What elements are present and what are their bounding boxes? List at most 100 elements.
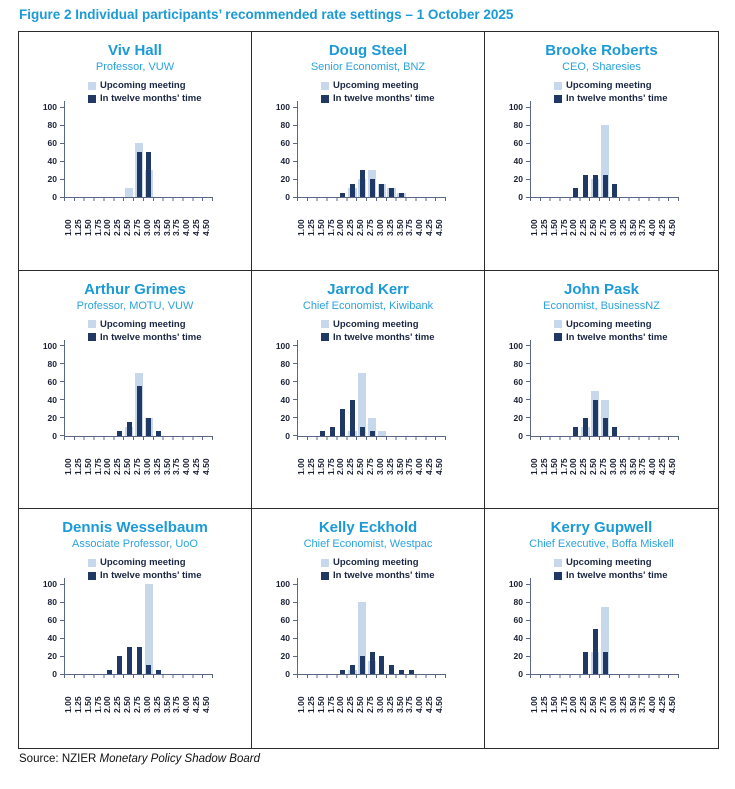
bar-twelve-months-1.50 — [320, 431, 326, 436]
bar-twelve-months-2.00 — [106, 669, 112, 675]
bar-upcoming-meeting-2.75 — [600, 606, 610, 675]
y-axis-tick-mark — [526, 619, 530, 621]
participant-name: Dennis Wesselbaum — [62, 519, 208, 537]
bar-twelve-months-2.25 — [349, 183, 355, 197]
legend-upcoming-label: Upcoming meeting — [100, 557, 186, 569]
y-axis-tick-label: 100 — [508, 340, 523, 351]
y-axis-tick-mark — [293, 160, 297, 162]
participant-role: Chief Economist, Westpac — [303, 538, 433, 551]
upcoming-meeting-swatch-icon — [88, 558, 96, 567]
bar-twelve-months-2.50 — [359, 426, 365, 436]
upcoming-meeting-swatch-icon — [554, 320, 562, 329]
x-axis-tick-label: 4.50 — [201, 696, 212, 714]
participant-panel-6: John Pask Economist, BusinessNZ Upcoming… — [485, 271, 718, 510]
y-axis-tick-label: 40 — [280, 633, 290, 644]
participant-role: Professor, VUW — [95, 61, 175, 73]
y-axis-tick-label: 80 — [513, 120, 523, 130]
participant-role: Associate Professor, UoO — [72, 538, 198, 551]
rate-chart: Upcoming meeting In twelve months' time … — [19, 556, 251, 724]
bar-twelve-months-3.00 — [146, 152, 152, 197]
y-axis-tick-mark — [526, 160, 530, 162]
x-axis-tick-label: 4.50 — [201, 458, 212, 475]
bar-twelve-months-2.75 — [136, 152, 142, 197]
x-axis-tick-label: 4.50 — [667, 696, 678, 714]
y-axis-tick-label: 60 — [47, 376, 57, 387]
y-axis-tick-mark — [293, 673, 297, 675]
y-axis-tick-mark — [60, 196, 64, 198]
y-axis-tick-label: 80 — [280, 120, 290, 130]
y-axis-tick-label: 60 — [280, 615, 290, 626]
participant-name: Arthur Grimes — [84, 280, 186, 298]
y-axis-tick-label: 80 — [280, 597, 290, 608]
y-axis-tick-mark — [60, 417, 64, 419]
bar-twelve-months-2.25 — [582, 174, 588, 197]
y-axis-tick-label: 40 — [280, 156, 290, 166]
participant-panel-4: Arthur Grimes Professor, MOTU, VUW Upcom… — [19, 270, 252, 510]
y-axis-tick-mark — [293, 655, 297, 657]
participant-name: Doug Steel — [328, 42, 408, 59]
legend-upcoming-label: Upcoming meeting — [100, 318, 186, 330]
participant-name: Jarrod Kerr — [327, 280, 409, 298]
bar-upcoming-meeting-2.50 — [124, 188, 134, 197]
y-axis-tick-mark — [60, 363, 64, 365]
y-axis-tick-mark — [293, 363, 297, 365]
bar-twelve-months-3.25 — [389, 665, 395, 675]
chart-legend: Upcoming meeting In twelve months' time — [88, 556, 202, 582]
y-axis-tick-label: 0 — [518, 192, 523, 202]
x-axis-tick-label: 4.50 — [201, 219, 212, 236]
bar-upcoming-meeting-2.75 — [600, 125, 610, 197]
chart-legend: Upcoming meeting In twelve months' time — [88, 318, 202, 344]
legend-upcoming-label: Upcoming meeting — [333, 318, 419, 330]
x-axis-tick-label: 4.50 — [434, 458, 445, 475]
legend-item-twelve-months: In twelve months' time — [554, 569, 668, 582]
bar-twelve-months-3.25 — [156, 431, 162, 436]
legend-twelve-months-label: In twelve months' time — [333, 331, 435, 343]
y-axis-tick-label: 100 — [42, 579, 57, 590]
y-axis-tick-label: 20 — [513, 412, 523, 423]
x-axis-ticks — [64, 198, 213, 201]
participant-name: John Pask — [563, 280, 640, 298]
y-axis-tick-label: 80 — [47, 597, 57, 608]
legend-item-twelve-months: In twelve months' time — [88, 331, 202, 344]
legend-item-upcoming: Upcoming meeting — [88, 318, 202, 331]
y-axis-tick-mark — [293, 196, 297, 198]
y-axis-tick-label: 100 — [275, 102, 290, 112]
x-axis-ticks — [530, 436, 679, 440]
panels-grid: Viv Hall Professor, VUW Upcoming meeting… — [18, 31, 719, 749]
x-axis-tick-label: 4.50 — [434, 696, 445, 714]
bar-twelve-months-3.00 — [379, 656, 385, 675]
y-axis-tick-label: 80 — [513, 358, 523, 369]
y-axis-extension — [297, 101, 298, 107]
x-axis-ticks — [297, 436, 446, 440]
y-axis-tick-mark — [60, 637, 64, 639]
rate-chart: Upcoming meeting In twelve months' time … — [252, 79, 484, 247]
chart-legend: Upcoming meeting In twelve months' time — [88, 79, 202, 105]
bar-twelve-months-2.75 — [602, 417, 608, 436]
chart-legend: Upcoming meeting In twelve months' time — [554, 79, 668, 105]
legend-twelve-months-label: In twelve months' time — [566, 331, 668, 343]
rate-chart: Upcoming meeting In twelve months' time … — [19, 318, 251, 486]
rate-chart: Upcoming meeting In twelve months' time … — [252, 318, 484, 486]
x-axis-ticks — [530, 198, 679, 201]
legend-twelve-months-label: In twelve months' time — [333, 93, 435, 104]
twelve-months-swatch-icon — [88, 94, 96, 103]
x-axis-labels: 1.00 1.25 1.50 1.75 2.00 2.25 2.50 2.75 3.00 3.25… — [63, 441, 213, 475]
y-axis-tick-mark — [526, 655, 530, 657]
chart-legend: Upcoming meeting In twelve months' time — [321, 318, 435, 344]
bar-upcoming-meeting-3.00 — [144, 584, 154, 675]
x-axis-tick-label: 4.50 — [667, 219, 678, 236]
bar-twelve-months-2.75 — [369, 651, 375, 675]
y-axis-tick-label: 20 — [47, 651, 57, 662]
y-axis-tick-label: 60 — [513, 138, 523, 148]
bar-twelve-months-2.50 — [592, 174, 598, 197]
y-axis-tick-label: 20 — [47, 412, 57, 423]
participant-role: Chief Economist, Kiwibank — [302, 299, 434, 312]
legend-item-upcoming: Upcoming meeting — [88, 556, 202, 569]
y-axis-tick-mark — [526, 196, 530, 198]
y-axis-tick-mark — [293, 619, 297, 621]
y-axis-tick-label: 0 — [52, 192, 57, 202]
bar-twelve-months-2.50 — [592, 399, 598, 436]
plot-area — [530, 584, 679, 676]
twelve-months-swatch-icon — [554, 333, 562, 342]
plot-area — [297, 345, 446, 437]
